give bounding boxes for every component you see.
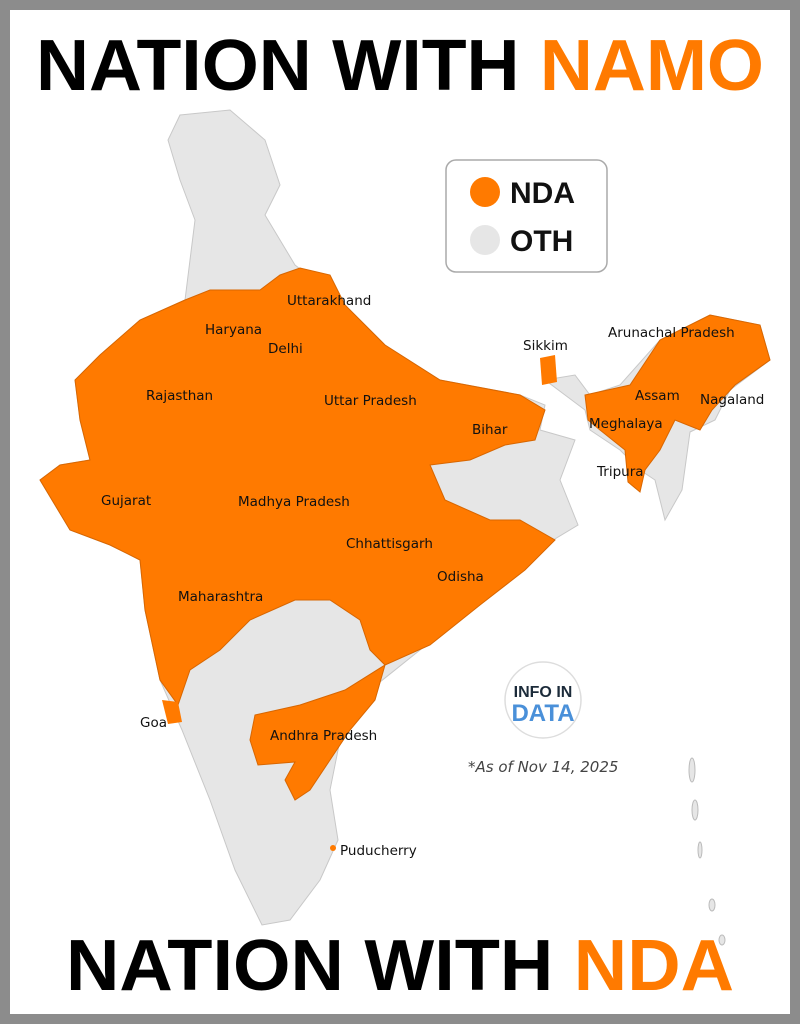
label-arunachal-pradesh: Arunachal Pradesh — [608, 325, 735, 341]
label-uttarakhand: Uttarakhand — [287, 293, 371, 309]
label-assam: Assam — [635, 388, 680, 404]
label-goa: Goa — [140, 715, 167, 731]
as-of-note: *As of Nov 14, 2025 — [468, 758, 618, 776]
label-maharashtra: Maharashtra — [178, 589, 263, 605]
svg-text:INFO IN: INFO IN — [514, 684, 573, 701]
info-in-data-logo: INFO IN DATA — [504, 661, 582, 739]
nda-goa-region — [162, 700, 182, 724]
label-andhra-pradesh: Andhra Pradesh — [270, 728, 377, 744]
footer-title: NATION WITH NDA — [66, 926, 734, 1006]
state-labels: Uttarakhand Haryana Delhi Rajasthan Utta… — [101, 293, 764, 859]
label-bihar: Bihar — [472, 422, 508, 438]
nda-sikkim-region — [540, 355, 557, 385]
nda-northeast-region — [584, 314, 771, 493]
svg-text:DATA: DATA — [511, 700, 574, 727]
legend-label-nda: NDA — [510, 177, 575, 210]
legend-swatch-nda — [470, 177, 500, 207]
nda-andhra-region — [249, 663, 386, 801]
label-rajasthan: Rajasthan — [146, 388, 213, 404]
label-delhi: Delhi — [268, 341, 303, 357]
legend-swatch-oth — [470, 225, 500, 255]
label-madhya-pradesh: Madhya Pradesh — [238, 494, 350, 510]
label-odisha: Odisha — [437, 569, 484, 585]
label-puducherry: Puducherry — [340, 843, 417, 859]
label-tripura: Tripura — [596, 464, 644, 480]
legend-label-oth: OTH — [510, 225, 573, 258]
nda-puducherry-dot — [330, 845, 336, 851]
header-title: NATION WITH NAMO — [36, 26, 764, 106]
label-haryana: Haryana — [205, 322, 262, 338]
label-nagaland: Nagaland — [700, 392, 764, 408]
andaman-islands — [688, 757, 726, 946]
nda-mainland-region — [39, 267, 556, 707]
label-chhattisgarh: Chhattisgarh — [346, 536, 433, 552]
label-uttar-pradesh: Uttar Pradesh — [324, 393, 417, 409]
label-sikkim: Sikkim — [523, 338, 568, 354]
legend: NDA OTH — [445, 159, 608, 273]
label-gujarat: Gujarat — [101, 493, 151, 509]
label-meghalaya: Meghalaya — [589, 416, 663, 432]
